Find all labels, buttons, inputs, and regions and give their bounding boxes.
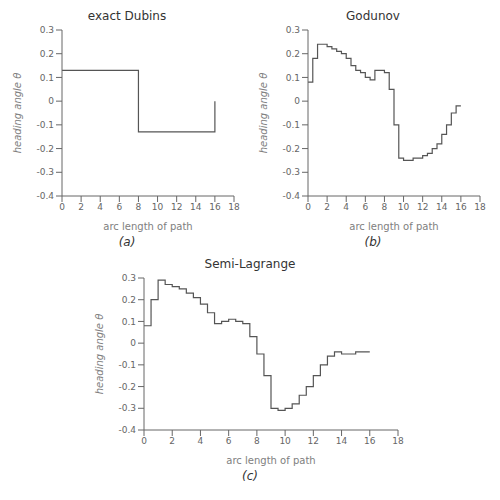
svg-text:14: 14 bbox=[336, 436, 348, 446]
html-text:Semi-Lagrange: Semi-Lagrange bbox=[204, 257, 296, 271]
svg-text:14: 14 bbox=[190, 202, 202, 212]
svg-text:0.2: 0.2 bbox=[40, 49, 54, 59]
svg-text:-0.4: -0.4 bbox=[118, 425, 136, 435]
svg-text:-0.4: -0.4 bbox=[282, 191, 300, 201]
svg-text:heading angle θ: heading angle θ bbox=[258, 73, 269, 154]
svg-text:12: 12 bbox=[308, 436, 319, 446]
svg-text:6: 6 bbox=[226, 436, 232, 446]
svg-text:4: 4 bbox=[198, 436, 204, 446]
svg-text:-0.3: -0.3 bbox=[36, 167, 54, 177]
svg-text:18: 18 bbox=[474, 202, 486, 212]
svg-text:0.2: 0.2 bbox=[122, 295, 136, 305]
svg-text:16: 16 bbox=[455, 202, 467, 212]
svg-text:0: 0 bbox=[59, 202, 65, 212]
svg-text:4: 4 bbox=[97, 202, 103, 212]
svg-text:2: 2 bbox=[169, 436, 175, 446]
svg-text:heading angle θ: heading angle θ bbox=[12, 73, 23, 154]
svg-text:arc length of path: arc length of path bbox=[103, 221, 192, 232]
svg-text:12: 12 bbox=[417, 202, 428, 212]
svg-text:0: 0 bbox=[130, 338, 136, 348]
svg-text:0.1: 0.1 bbox=[122, 317, 136, 327]
svg-text:10: 10 bbox=[279, 436, 291, 446]
svg-text:18: 18 bbox=[392, 436, 404, 446]
svg-text:-0.3: -0.3 bbox=[282, 167, 300, 177]
svg-text:-0.1: -0.1 bbox=[118, 360, 136, 370]
svg-text:0.1: 0.1 bbox=[40, 73, 54, 83]
svg-text:14: 14 bbox=[436, 202, 448, 212]
svg-text:-0.1: -0.1 bbox=[282, 120, 300, 130]
html-text:exact Dubins: exact Dubins bbox=[87, 9, 167, 23]
svg-text:-0.2: -0.2 bbox=[36, 144, 54, 154]
svg-text:-0.4: -0.4 bbox=[36, 191, 54, 201]
svg-text:10: 10 bbox=[398, 202, 410, 212]
svg-text:6: 6 bbox=[116, 202, 122, 212]
svg-text:6: 6 bbox=[362, 202, 368, 212]
html-text:Godunov: Godunov bbox=[346, 9, 400, 23]
html-text:(c): (c) bbox=[242, 469, 258, 483]
svg-text:18: 18 bbox=[228, 202, 240, 212]
svg-text:16: 16 bbox=[209, 202, 221, 212]
svg-text:-0.2: -0.2 bbox=[282, 144, 300, 154]
svg-text:10: 10 bbox=[152, 202, 164, 212]
svg-text:0: 0 bbox=[141, 436, 147, 446]
svg-text:-0.3: -0.3 bbox=[118, 403, 136, 413]
html-text:(a): (a) bbox=[118, 235, 136, 249]
svg-text:0: 0 bbox=[305, 202, 311, 212]
svg-text:0.3: 0.3 bbox=[286, 25, 300, 35]
html-text:(b): (b) bbox=[364, 235, 382, 249]
svg-text:-0.1: -0.1 bbox=[36, 120, 54, 130]
svg-text:2: 2 bbox=[324, 202, 330, 212]
svg-text:0.2: 0.2 bbox=[286, 49, 300, 59]
svg-text:0.1: 0.1 bbox=[286, 73, 300, 83]
svg-text:0: 0 bbox=[294, 96, 300, 106]
svg-text:-0.2: -0.2 bbox=[118, 382, 136, 392]
svg-text:8: 8 bbox=[254, 436, 260, 446]
svg-text:8: 8 bbox=[382, 202, 388, 212]
svg-text:0.3: 0.3 bbox=[122, 273, 136, 283]
svg-text:arc length of path: arc length of path bbox=[349, 221, 438, 232]
svg-text:16: 16 bbox=[364, 436, 376, 446]
svg-text:2: 2 bbox=[78, 202, 84, 212]
svg-text:12: 12 bbox=[171, 202, 182, 212]
svg-text:8: 8 bbox=[136, 202, 142, 212]
svg-text:0: 0 bbox=[48, 96, 54, 106]
svg-text:heading angle θ: heading angle θ bbox=[94, 314, 105, 395]
svg-text:0.3: 0.3 bbox=[40, 25, 54, 35]
svg-text:arc length of path: arc length of path bbox=[226, 455, 315, 466]
svg-text:4: 4 bbox=[343, 202, 349, 212]
